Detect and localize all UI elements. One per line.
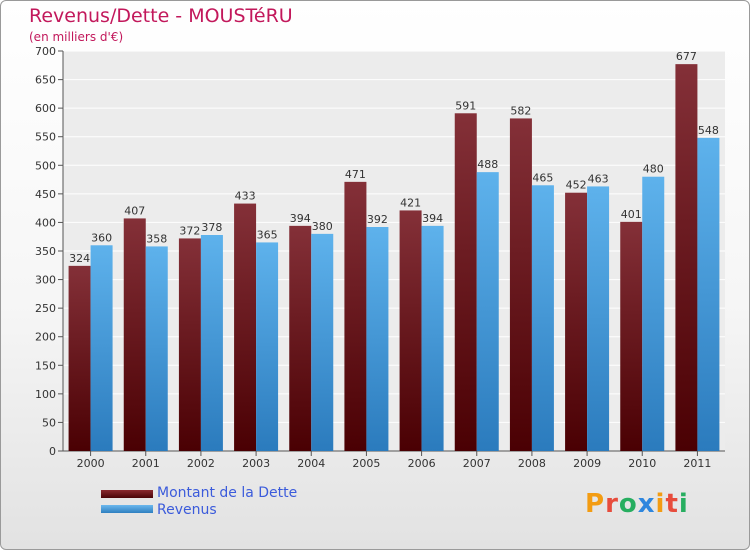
bar-revenus — [366, 227, 389, 451]
y-tick-label: 450 — [35, 188, 56, 201]
logo-letter: i — [655, 489, 666, 519]
bar-dette — [68, 265, 91, 451]
legend-swatch-revenus — [101, 505, 153, 513]
logo-letter: x — [637, 489, 656, 519]
legend-label-revenus: Revenus — [157, 502, 217, 518]
y-tick-label: 600 — [35, 102, 56, 115]
data-label: 324 — [69, 252, 90, 265]
bar-dette — [620, 221, 643, 451]
bar-dette — [509, 118, 532, 451]
bar-revenus — [200, 235, 223, 451]
x-tick-label: 2007 — [463, 457, 491, 470]
data-label: 394 — [422, 212, 443, 225]
logo-letter: o — [618, 489, 638, 519]
data-label: 463 — [588, 172, 609, 185]
data-label: 433 — [235, 190, 256, 203]
data-label: 488 — [477, 158, 498, 171]
y-tick-label: 50 — [42, 416, 56, 429]
y-tick-label: 350 — [35, 245, 56, 258]
data-label: 421 — [400, 196, 421, 209]
bar-dette — [675, 64, 698, 451]
y-tick-label: 100 — [35, 388, 56, 401]
x-tick-label: 2008 — [518, 457, 546, 470]
y-tick-label: 500 — [35, 159, 56, 172]
data-label: 471 — [345, 168, 366, 181]
x-tick-label: 2004 — [297, 457, 325, 470]
bar-dette — [178, 238, 201, 451]
bar-revenus — [311, 233, 334, 451]
x-tick-label: 2000 — [77, 457, 105, 470]
data-label: 677 — [676, 50, 697, 63]
data-label: 394 — [290, 212, 311, 225]
x-tick-label: 2002 — [187, 457, 215, 470]
bar-dette — [399, 210, 422, 451]
data-label: 582 — [510, 104, 531, 117]
data-label: 407 — [124, 204, 145, 217]
bar-dette — [289, 225, 312, 451]
y-tick-label: 650 — [35, 74, 56, 87]
data-label: 591 — [455, 99, 476, 112]
bar-dette — [234, 203, 257, 451]
data-label: 380 — [312, 220, 333, 233]
bar-dette — [123, 218, 146, 451]
x-tick-label: 2006 — [408, 457, 436, 470]
x-tick-label: 2011 — [683, 457, 711, 470]
bar-revenus — [587, 186, 610, 451]
bar-revenus — [90, 245, 113, 451]
logo-letter: t — [665, 489, 679, 519]
logo-letter: r — [605, 489, 619, 519]
x-tick-label: 2009 — [573, 457, 601, 470]
x-tick-label: 2005 — [352, 457, 380, 470]
bar-revenus — [697, 137, 720, 451]
data-label: 392 — [367, 213, 388, 226]
y-tick-label: 400 — [35, 216, 56, 229]
bar-revenus — [256, 242, 279, 451]
bar-dette — [454, 113, 477, 452]
chart-title: Revenus/Dette - MOUSTéRU — [29, 5, 293, 27]
y-tick-label: 550 — [35, 131, 56, 144]
bar-revenus — [476, 172, 499, 451]
y-tick-label: 300 — [35, 274, 56, 287]
bar-revenus — [421, 225, 444, 451]
data-label: 452 — [566, 179, 587, 192]
data-label: 365 — [257, 228, 278, 241]
legend-label-dette: Montant de la Dette — [157, 485, 298, 501]
bar-revenus — [145, 246, 168, 451]
bar-dette — [344, 181, 367, 451]
data-label: 378 — [201, 221, 222, 234]
data-label: 401 — [621, 208, 642, 221]
x-tick-label: 2003 — [242, 457, 270, 470]
y-tick-label: 200 — [35, 331, 56, 344]
data-label: 548 — [698, 124, 719, 137]
y-tick-label: 250 — [35, 302, 56, 315]
logo-letter: P — [585, 489, 606, 519]
legend-swatch-dette — [101, 490, 153, 498]
bar-revenus — [642, 176, 665, 451]
x-tick-label: 2010 — [628, 457, 656, 470]
y-tick-label: 0 — [49, 445, 56, 458]
data-label: 480 — [643, 163, 664, 176]
chart-subtitle: (en milliers d'€) — [29, 30, 124, 44]
logo-letter: i — [678, 489, 689, 519]
data-label: 465 — [532, 171, 553, 184]
y-tick-label: 150 — [35, 359, 56, 372]
bar-revenus — [531, 185, 554, 452]
y-tick-label: 700 — [35, 45, 56, 58]
x-tick-label: 2001 — [132, 457, 160, 470]
bar-dette — [565, 192, 588, 451]
data-label: 358 — [146, 232, 167, 245]
proxiti-logo: Proxiti — [585, 489, 689, 519]
data-label: 360 — [91, 231, 112, 244]
data-label: 372 — [179, 224, 200, 237]
